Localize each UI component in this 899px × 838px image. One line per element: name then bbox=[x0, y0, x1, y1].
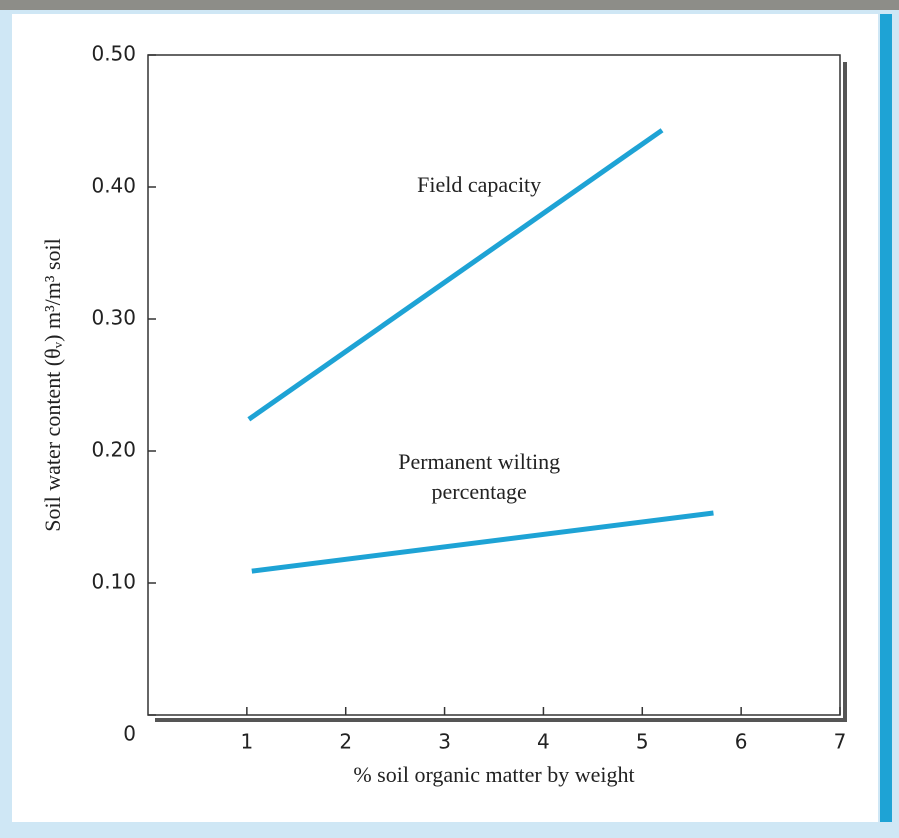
x-tick-label: 6 bbox=[735, 730, 748, 754]
side-bar bbox=[880, 14, 892, 822]
y-tick-label: 0.20 bbox=[91, 438, 136, 462]
x-tick-label: 4 bbox=[537, 730, 550, 754]
x-tick-label: 2 bbox=[339, 730, 352, 754]
x-tick-label: 3 bbox=[438, 730, 451, 754]
x-axis-label: % soil organic matter by weight bbox=[353, 762, 634, 787]
annotation: Field capacity bbox=[417, 172, 541, 197]
panel bbox=[12, 14, 878, 822]
chart: % soil organic matter by weight Soil wat… bbox=[0, 0, 899, 833]
annotation: percentage bbox=[432, 479, 527, 504]
x-tick-label: 1 bbox=[240, 730, 253, 754]
y-tick-label: 0.30 bbox=[91, 306, 136, 330]
page: {"chart_data": {"type": "line", "xlabel"… bbox=[0, 0, 899, 833]
y-tick-label: 0.40 bbox=[91, 174, 136, 198]
x-tick-label: 5 bbox=[636, 730, 649, 754]
x-tick-label: 7 bbox=[834, 730, 847, 754]
y-tick-label: 0 bbox=[123, 722, 136, 746]
photo-strip bbox=[0, 0, 899, 10]
y-tick-label: 0.50 bbox=[91, 42, 136, 66]
y-tick-label: 0.10 bbox=[91, 570, 136, 594]
annotation: Permanent wilting bbox=[398, 449, 560, 474]
y-axis-label: Soil water content (θᵥ) m³/m³ soil bbox=[40, 238, 65, 532]
